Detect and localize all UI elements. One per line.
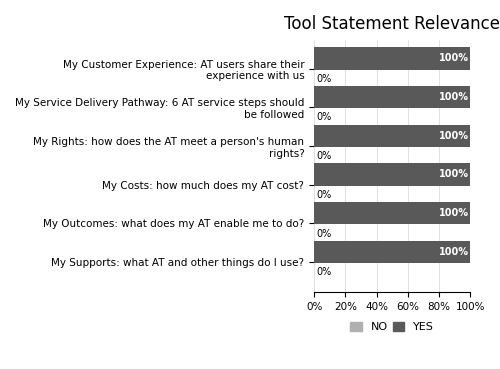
Text: 0%: 0% <box>316 151 332 161</box>
Bar <box>314 163 470 186</box>
Legend: NO, YES: NO, YES <box>346 318 438 337</box>
Text: 0%: 0% <box>316 113 332 123</box>
Text: 100%: 100% <box>438 131 468 141</box>
Bar <box>314 241 470 263</box>
Text: 0%: 0% <box>316 190 332 200</box>
Bar <box>314 124 470 147</box>
Text: 0%: 0% <box>316 228 332 239</box>
Text: 0%: 0% <box>316 267 332 277</box>
Text: 100%: 100% <box>438 169 468 179</box>
Text: 100%: 100% <box>438 208 468 218</box>
Text: 100%: 100% <box>438 54 468 63</box>
Title: Tool Statement Relevance: Tool Statement Relevance <box>284 15 500 33</box>
Bar <box>314 86 470 108</box>
Bar <box>314 47 470 70</box>
Text: 0%: 0% <box>316 74 332 84</box>
Text: 100%: 100% <box>438 92 468 102</box>
Text: 100%: 100% <box>438 247 468 257</box>
Bar <box>314 202 470 224</box>
